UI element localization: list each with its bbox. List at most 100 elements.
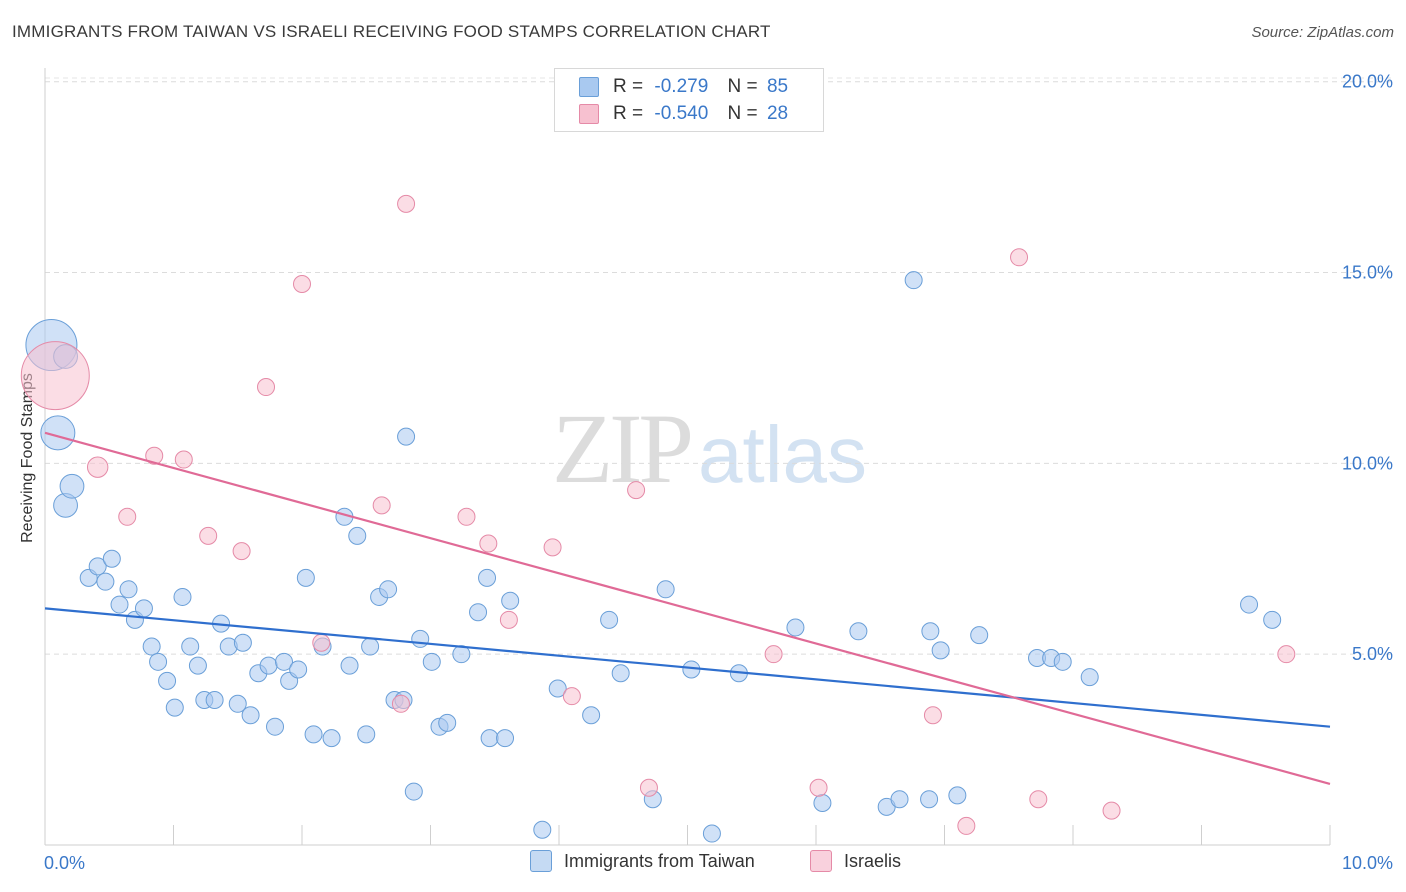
point-israeli <box>257 378 276 397</box>
legend-swatch-taiwan <box>530 850 552 872</box>
x-tick-label: 10.0% <box>1342 853 1393 873</box>
point-taiwan <box>165 698 184 717</box>
y-tick-label: 20.0% <box>1342 72 1393 92</box>
x-tick-label: 0.0% <box>44 853 85 873</box>
legend-r-label: R = <box>613 76 644 97</box>
point-taiwan <box>496 729 515 748</box>
point-taiwan <box>275 652 294 671</box>
point-taiwan <box>119 580 138 599</box>
point-israeli <box>639 778 658 797</box>
chart-title: IMMIGRANTS FROM TAIWAN VS ISRAELI RECEIV… <box>12 22 771 41</box>
point-taiwan <box>304 725 323 744</box>
point-taiwan <box>134 599 153 618</box>
point-israeli <box>562 687 581 706</box>
y-tick-label: 15.0% <box>1342 263 1393 283</box>
point-taiwan <box>173 587 192 606</box>
point-israeli <box>232 542 251 561</box>
legend-item-taiwan: Immigrants from Taiwan <box>530 850 755 872</box>
point-israeli <box>543 538 562 557</box>
point-taiwan <box>411 629 430 648</box>
point-taiwan <box>1080 668 1099 687</box>
point-taiwan <box>813 794 832 813</box>
point-taiwan <box>1053 652 1072 671</box>
point-taiwan <box>296 568 315 587</box>
legend-n-value: 28 <box>766 103 789 124</box>
point-taiwan <box>548 679 567 698</box>
trendline-taiwan <box>44 607 1331 728</box>
legend-r-value: -0.540 <box>654 103 709 124</box>
legend-swatch-israelis <box>579 104 599 124</box>
point-taiwan <box>501 591 520 610</box>
point-taiwan <box>188 656 207 675</box>
point-israeli <box>199 526 218 545</box>
point-taiwan <box>40 415 76 451</box>
point-taiwan <box>379 580 398 599</box>
point-taiwan <box>110 595 129 614</box>
point-taiwan <box>921 622 940 641</box>
point-taiwan <box>348 526 367 545</box>
point-israeli <box>627 481 646 500</box>
watermark-atlas: atlas <box>698 410 867 499</box>
point-taiwan <box>59 473 85 499</box>
point-taiwan <box>397 427 416 446</box>
point-israeli <box>1010 248 1029 267</box>
point-taiwan <box>1263 610 1282 629</box>
point-taiwan <box>88 557 107 576</box>
point-taiwan <box>702 824 721 843</box>
point-taiwan <box>142 637 161 656</box>
point-taiwan <box>289 660 308 679</box>
point-israeli <box>397 194 416 213</box>
point-taiwan <box>149 652 168 671</box>
point-israeli <box>293 275 311 293</box>
watermark-zip: ZIP <box>552 393 694 504</box>
point-israeli <box>457 507 476 526</box>
series-legend: Immigrants from Taiwan Israelis <box>0 850 1406 878</box>
legend-swatch-israelis <box>810 850 832 872</box>
point-israeli <box>118 507 137 526</box>
point-israeli <box>764 645 783 664</box>
y-tick-label: 5.0% <box>1352 644 1393 664</box>
point-israeli <box>20 341 90 411</box>
point-taiwan <box>96 572 115 591</box>
legend-r-label: R = <box>613 103 644 124</box>
legend-label-israelis: Israelis <box>844 850 902 871</box>
point-israeli <box>479 534 498 553</box>
legend-swatch-taiwan <box>579 77 599 97</box>
point-taiwan <box>480 729 499 748</box>
point-taiwan <box>582 706 601 725</box>
point-taiwan <box>920 790 939 809</box>
point-israeli <box>174 450 193 469</box>
point-taiwan <box>890 790 909 809</box>
point-taiwan <box>533 820 552 839</box>
point-taiwan <box>656 580 675 599</box>
point-taiwan <box>438 713 457 732</box>
point-israeli <box>312 633 331 652</box>
point-israeli <box>1029 790 1048 809</box>
source-label: Source: ZipAtlas.com <box>1251 24 1394 41</box>
point-taiwan <box>259 656 278 675</box>
point-taiwan <box>102 549 121 568</box>
trendline-israeli <box>44 431 1331 785</box>
point-israeli <box>1102 801 1121 820</box>
point-israeli <box>391 694 410 713</box>
point-taiwan <box>948 786 967 805</box>
legend-n-label: N = <box>727 76 758 97</box>
point-taiwan <box>266 717 285 736</box>
point-taiwan <box>241 706 260 725</box>
point-israeli <box>499 610 518 629</box>
point-israeli <box>809 778 828 797</box>
point-taiwan <box>181 637 200 656</box>
legend-n-value: 85 <box>766 76 789 97</box>
watermark: ZIP atlas <box>552 398 867 499</box>
point-israeli <box>372 496 391 515</box>
legend-item-israelis: Israelis <box>810 850 901 872</box>
point-taiwan <box>469 603 488 622</box>
point-israeli <box>1277 645 1296 664</box>
point-taiwan <box>1240 595 1259 614</box>
point-taiwan <box>478 568 497 587</box>
legend-label-taiwan: Immigrants from Taiwan <box>564 850 755 871</box>
y-tick-label: 10.0% <box>1342 453 1393 473</box>
point-taiwan <box>931 641 950 660</box>
point-taiwan <box>422 652 441 671</box>
